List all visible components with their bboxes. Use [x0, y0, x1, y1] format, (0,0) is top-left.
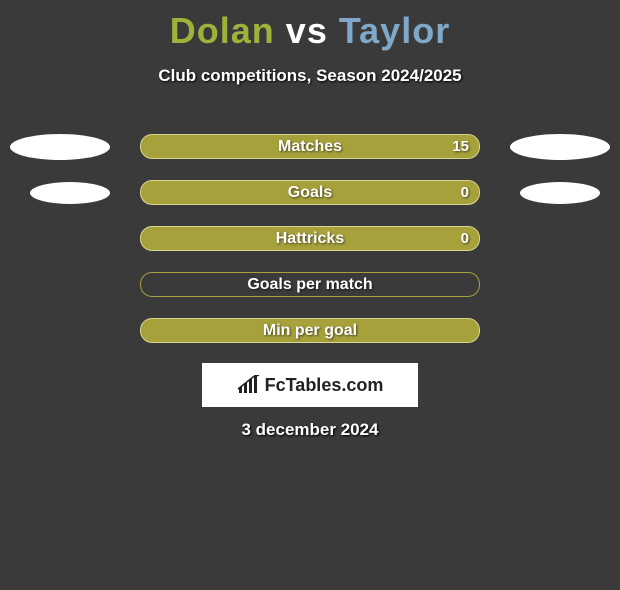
- stat-label: Goals: [288, 184, 332, 202]
- player-right-marker: [510, 134, 610, 160]
- brand-text: FcTables.com: [265, 375, 384, 396]
- stat-row: Matches 15: [0, 134, 620, 160]
- stat-bar: Min per goal: [140, 318, 480, 343]
- title-part: Dolan: [170, 10, 275, 51]
- stat-bar: Goals per match: [140, 272, 480, 297]
- page-title: Dolan vs Taylor: [0, 10, 620, 52]
- stat-label: Matches: [278, 138, 342, 156]
- stat-label: Min per goal: [263, 322, 357, 340]
- subtitle: Club competitions, Season 2024/2025: [0, 66, 620, 86]
- player-left-marker: [10, 134, 110, 160]
- brand-badge: FcTables.com: [202, 363, 418, 407]
- stat-value: 0: [461, 230, 469, 247]
- stat-bar: Goals 0: [140, 180, 480, 205]
- stat-value: 15: [452, 138, 469, 155]
- title-part: vs: [275, 10, 339, 51]
- stat-label: Goals per match: [247, 276, 372, 294]
- stat-bar: Matches 15: [140, 134, 480, 159]
- stat-value: 0: [461, 184, 469, 201]
- stat-rows: Matches 15 Goals 0 Hattricks 0 Goals per match…: [0, 134, 620, 364]
- stat-row: Goals per match: [0, 272, 620, 298]
- player-right-marker: [520, 182, 600, 204]
- player-left-marker: [30, 182, 110, 204]
- bar-chart-icon: [237, 375, 261, 395]
- footer-date: 3 december 2024: [0, 420, 620, 440]
- stat-label: Hattricks: [276, 230, 344, 248]
- stat-row: Goals 0: [0, 180, 620, 206]
- title-part: Taylor: [339, 10, 450, 51]
- stat-row: Min per goal: [0, 318, 620, 344]
- stat-bar: Hattricks 0: [140, 226, 480, 251]
- stat-row: Hattricks 0: [0, 226, 620, 252]
